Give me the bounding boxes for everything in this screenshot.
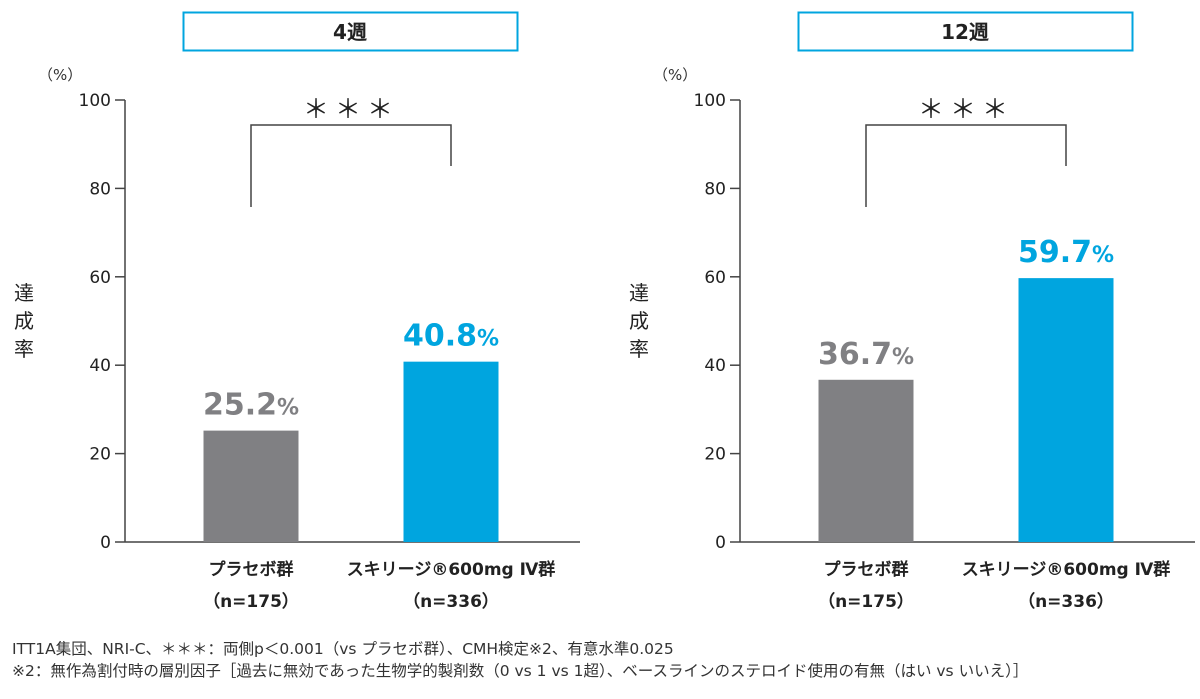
chart-12w: 12週 （%） 達成率 0 20 40 60 80 100 36.7% プラセボ群 （n=175） 59… xyxy=(629,11,1195,612)
significance-bracket xyxy=(865,124,1067,207)
y-tick-label: 100 xyxy=(694,91,726,111)
significance-stars: ＊＊＊ xyxy=(918,95,1014,125)
bar-value-label: 59.7% xyxy=(1018,235,1114,270)
bar-placebo xyxy=(818,379,914,542)
significance-bracket xyxy=(250,124,452,207)
bar-value-label: 40.8% xyxy=(403,319,499,354)
chart-title-box xyxy=(797,11,1134,52)
category-n-label: （n=336） xyxy=(403,591,499,612)
category-label: プラセボ群 xyxy=(209,559,294,580)
category-n-label: （n=175） xyxy=(818,591,914,612)
y-axis-label: 達成率 xyxy=(629,281,649,361)
chart-4w: 4週 （%） 達成率 0 20 40 60 80 100 25.2% プラセボ群 （n=175） 40.… xyxy=(14,11,580,612)
category-label: スキリージ®600mg Ⅳ群 xyxy=(347,559,556,580)
chart-title: 12週 xyxy=(941,20,989,44)
bar-value-label: 36.7% xyxy=(818,337,914,372)
y-tick-label: 20 xyxy=(89,445,111,465)
significance-stars: ＊＊＊ xyxy=(303,95,399,125)
y-tick-label: 100 xyxy=(79,91,111,111)
y-unit-label: （%） xyxy=(653,66,697,84)
y-tick-label: 60 xyxy=(704,268,726,288)
bar-value-label: 25.2% xyxy=(203,388,299,423)
category-n-label: （n=336） xyxy=(1018,591,1114,612)
y-tick-label: 40 xyxy=(704,356,726,376)
bar-placebo xyxy=(203,430,299,542)
y-tick-label: 0 xyxy=(100,533,111,553)
chart-title: 4週 xyxy=(333,20,367,44)
category-label: スキリージ®600mg Ⅳ群 xyxy=(962,559,1171,580)
footnote-line-2: ※2：無作為割付時の層別因子［過去に無効であった生物学的製剤数（0 vs 1 v… xyxy=(12,662,1029,680)
category-n-label: （n=175） xyxy=(203,591,299,612)
chart-panel-4w: 4週 （%） 達成率 0 20 40 60 80 100 25.2% プラセボ群 （n=175） 40.… xyxy=(0,0,600,630)
chart-title-box xyxy=(182,11,519,52)
footnote-line-1: ITT1A集団、NRI-C、＊＊＊：両側p＜0.001（vs プラセボ群）、CM… xyxy=(12,640,674,658)
y-axis-label: 達成率 xyxy=(14,281,34,361)
y-tick-label: 80 xyxy=(704,179,726,199)
category-label: プラセボ群 xyxy=(824,559,909,580)
bar-skyrizi xyxy=(403,361,499,542)
footnotes: ITT1A集団、NRI-C、＊＊＊：両側p＜0.001（vs プラセボ群）、CM… xyxy=(12,638,1192,682)
y-tick-label: 0 xyxy=(715,533,726,553)
chart-panel-12w: 12週 （%） 達成率 0 20 40 60 80 100 36.7% プラセボ群 （n=175） 59… xyxy=(615,0,1200,630)
y-tick-label: 80 xyxy=(89,179,111,199)
y-tick-label: 40 xyxy=(89,356,111,376)
y-unit-label: （%） xyxy=(38,66,82,84)
bar-skyrizi xyxy=(1018,278,1114,542)
y-tick-label: 20 xyxy=(704,445,726,465)
y-tick-label: 60 xyxy=(89,268,111,288)
